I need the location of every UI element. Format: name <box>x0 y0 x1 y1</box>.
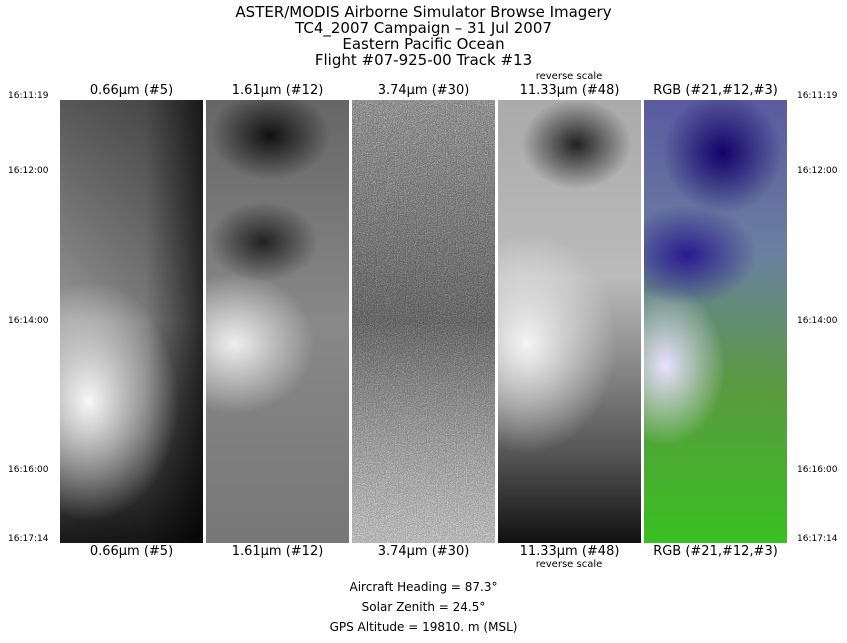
panel-label-bottom: 0.66μm (#5) <box>89 544 174 559</box>
header-line: TC4_2007 Campaign – 31 Jul 2007 <box>295 19 552 37</box>
image-panel <box>498 100 641 543</box>
time-label-left: 16:11:19 <box>8 91 49 101</box>
footer-line: GPS Altitude = 19810. m (MSL) <box>329 620 518 634</box>
time-label-left: 16:14:00 <box>8 316 49 326</box>
time-label-left: 16:12:00 <box>8 166 49 176</box>
reverse-scale-note: reverse scale <box>535 559 603 570</box>
panel-label-bottom: RGB (#21,#12,#3) <box>653 544 778 559</box>
panel-label-top: 1.61μm (#12) <box>231 83 324 98</box>
footer-line: Aircraft Heading = 87.3° <box>349 580 498 594</box>
panel-label-top: 0.66μm (#5) <box>89 83 174 98</box>
time-label-right: 16:11:19 <box>797 91 838 101</box>
header-line: Eastern Pacific Ocean <box>342 35 505 53</box>
time-label-right: 16:16:00 <box>797 465 838 475</box>
reverse-scale-note: reverse scale <box>535 71 603 82</box>
image-panel <box>644 100 787 543</box>
footer-line: Solar Zenith = 24.5° <box>361 600 486 614</box>
header-line: ASTER/MODIS Airborne Simulator Browse Im… <box>235 3 612 21</box>
panel-label-bottom: 11.33μm (#48) <box>519 544 620 559</box>
image-panel <box>60 100 203 543</box>
header-line: Flight #07-925-00 Track #13 <box>314 51 533 69</box>
panel-label-top: 3.74μm (#30) <box>377 83 470 98</box>
panel-label-bottom: 1.61μm (#12) <box>231 544 324 559</box>
panel-label-top: 11.33μm (#48) <box>519 83 620 98</box>
noise-texture <box>352 100 495 543</box>
image-panel <box>206 100 349 543</box>
time-label-left: 16:16:00 <box>8 465 49 475</box>
panel-label-bottom: 3.74μm (#30) <box>377 544 470 559</box>
panel-label-top: RGB (#21,#12,#3) <box>653 83 778 98</box>
time-label-right: 16:12:00 <box>797 166 838 176</box>
time-label-left: 16:17:14 <box>8 534 49 544</box>
time-label-right: 16:14:00 <box>797 316 838 326</box>
time-label-right: 16:17:14 <box>797 534 838 544</box>
